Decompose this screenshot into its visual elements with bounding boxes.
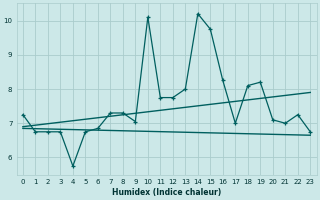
X-axis label: Humidex (Indice chaleur): Humidex (Indice chaleur) xyxy=(112,188,221,197)
